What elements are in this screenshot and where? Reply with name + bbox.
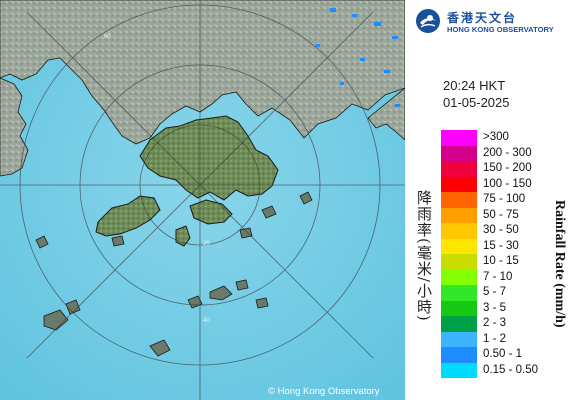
ring-label-60: 60 xyxy=(104,34,111,40)
legend-row: 0.15 - 0.50 xyxy=(441,362,571,378)
legend-swatch xyxy=(441,254,477,270)
legend-row: 5 - 7 xyxy=(441,285,571,301)
radar-map[interactable]: 20 40 60 © Hong Kong Observatory xyxy=(0,0,405,400)
legend-label: 100 - 150 xyxy=(483,177,532,190)
copyright-notice: © Hong Kong Observatory xyxy=(268,386,380,397)
range-rings xyxy=(0,0,405,400)
east-coast xyxy=(367,87,405,141)
legend-row: 7 - 10 xyxy=(441,269,571,285)
legend-row: 15 - 30 xyxy=(441,238,571,254)
hko-emblem-icon xyxy=(416,9,440,33)
legend-label: 50 - 75 xyxy=(483,208,519,221)
legend-row: >300 xyxy=(441,130,571,146)
legend-swatch xyxy=(441,316,477,332)
legend-row: 75 - 100 xyxy=(441,192,571,208)
legend-swatch xyxy=(441,300,477,316)
legend-row: 50 - 75 xyxy=(441,207,571,223)
legend-swatch xyxy=(441,207,477,223)
legend-row: 150 - 200 xyxy=(441,161,571,177)
legend-row: 30 - 50 xyxy=(441,223,571,239)
legend-row: 0.50 - 1 xyxy=(441,347,571,363)
legend-swatch xyxy=(441,285,477,301)
legend-swatch xyxy=(441,331,477,347)
legend-swatch xyxy=(441,269,477,285)
legend-label: 10 - 15 xyxy=(483,255,519,267)
legend-row: 200 - 300 xyxy=(441,145,571,161)
legend-swatch xyxy=(441,130,477,146)
legend-label: >300 xyxy=(483,131,509,143)
legend-swatch xyxy=(441,161,477,177)
legend-title-english: Rainfall Rate (mm/h) xyxy=(552,200,567,328)
legend-label: 1 - 2 xyxy=(483,332,507,345)
legend-label: 200 - 300 xyxy=(483,146,532,159)
legend-row: 10 - 15 xyxy=(441,254,571,270)
rain-echoes xyxy=(316,8,400,107)
legend-swatch xyxy=(441,176,477,192)
legend-swatch xyxy=(441,347,477,363)
observation-date: 01-05-2025 xyxy=(443,95,510,110)
mainland-landmass xyxy=(0,0,405,145)
legend-title-chinese: 降雨率(毫米/小時) xyxy=(415,190,433,322)
legend-label: 15 - 30 xyxy=(483,239,519,252)
legend-label: 150 - 200 xyxy=(483,162,532,174)
legend-label: 3 - 5 xyxy=(483,301,507,314)
radar-map-canvas: 20 40 60 xyxy=(0,0,405,400)
ring-label-20: 20 xyxy=(203,241,210,247)
range-ring-labels: 20 40 60 xyxy=(104,34,210,324)
legend-label: 7 - 10 xyxy=(483,270,513,283)
legend-row: 100 - 150 xyxy=(441,176,571,192)
legend-swatch xyxy=(441,192,477,208)
ring-label-40: 40 xyxy=(203,318,210,324)
logo-chinese-text: 香港天文台 xyxy=(447,11,518,25)
legend-row: 3 - 5 xyxy=(441,300,571,316)
legend-label: 75 - 100 xyxy=(483,193,526,205)
west-peninsula xyxy=(0,77,29,177)
legend-swatch xyxy=(441,223,477,239)
legend-label: 2 - 3 xyxy=(483,317,507,329)
logo-english-text: HONG KONG OBSERVATORY xyxy=(447,25,554,34)
legend-label: 30 - 50 xyxy=(483,224,519,236)
legend-swatch xyxy=(441,362,477,378)
legend-swatch xyxy=(441,238,477,254)
hko-logo[interactable]: 香港天文台 HONG KONG OBSERVATORY xyxy=(413,6,573,38)
legend-row: 1 - 2 xyxy=(441,331,571,347)
legend-label: 0.15 - 0.50 xyxy=(483,363,538,376)
outlying-islands xyxy=(35,191,313,357)
rainfall-legend: >300 200 - 300 150 - 200 100 - 150 75 - 100 5… xyxy=(441,130,571,378)
hong-kong-territory xyxy=(139,115,279,201)
info-panel: 香港天文台 HONG KONG OBSERVATORY 20:24 HKT 01… xyxy=(405,0,577,400)
legend-row: 2 - 3 xyxy=(441,316,571,332)
legend-swatch xyxy=(441,145,477,161)
legend-label: 0.50 - 1 xyxy=(483,348,522,360)
observation-time: 20:24 HKT xyxy=(443,78,506,93)
legend-label: 5 - 7 xyxy=(483,286,507,298)
